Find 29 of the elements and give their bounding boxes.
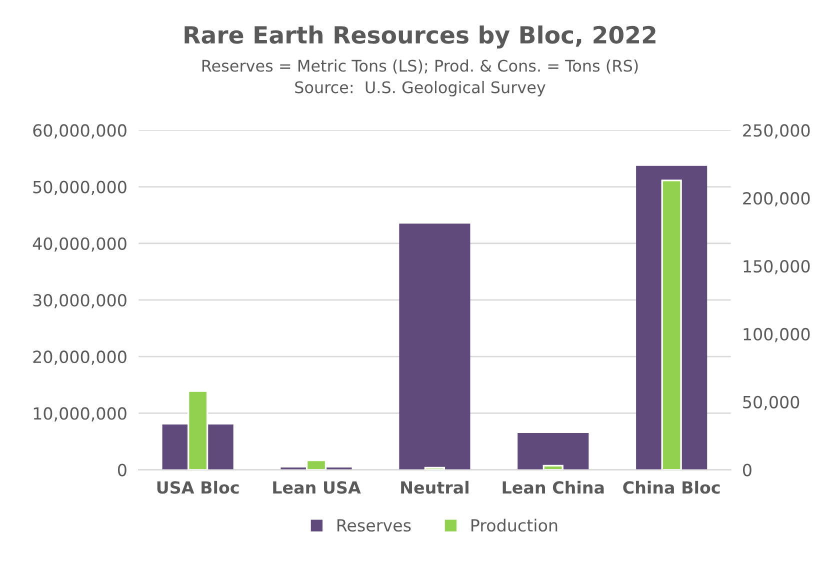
y-tick-label: 0	[118, 464, 126, 476]
y-tick-label: 20,000,000	[33, 350, 126, 365]
chart-subtitle: Reserves = Metric Tons (LS); Prod. & Cons. = Tons (RS) Source: U.S. Geological Survey	[202, 59, 638, 96]
x-tick-label: Lean China	[502, 480, 604, 494]
y-tick-label: 40,000,000	[32, 237, 126, 252]
legend-label: Production	[472, 518, 558, 532]
chart-title: Rare Earth Resources by Bloc, 2022	[184, 25, 656, 49]
y-tick-label: 50,000,000	[33, 180, 126, 196]
y2-tick-label: 200,000	[743, 192, 810, 206]
bar	[542, 464, 564, 470]
bar	[424, 466, 446, 470]
y2-tick-label: 50,000	[743, 396, 800, 410]
y2-tick-label: 0	[743, 464, 752, 476]
bar	[188, 390, 208, 470]
x-tick-label: China Bloc	[623, 480, 720, 494]
bar	[518, 432, 589, 470]
x-tick-label: USA Bloc	[157, 480, 239, 494]
y2-tick-label: 250,000	[743, 124, 810, 138]
y2-tick-label: 150,000	[744, 260, 810, 274]
bar	[661, 180, 682, 470]
x-tick-label: Lean USA	[273, 481, 361, 494]
y-tick-label: 60,000,000	[33, 124, 126, 138]
y-tick-label: 30,000,000	[33, 294, 126, 308]
y2-tick-label: 100,000	[744, 328, 810, 342]
y-tick-label: 10,000,000	[34, 407, 126, 422]
legend-label: Reserves	[338, 519, 411, 532]
bar	[306, 459, 327, 470]
x-tick-label: Neutral	[401, 480, 468, 494]
bar	[399, 224, 470, 470]
